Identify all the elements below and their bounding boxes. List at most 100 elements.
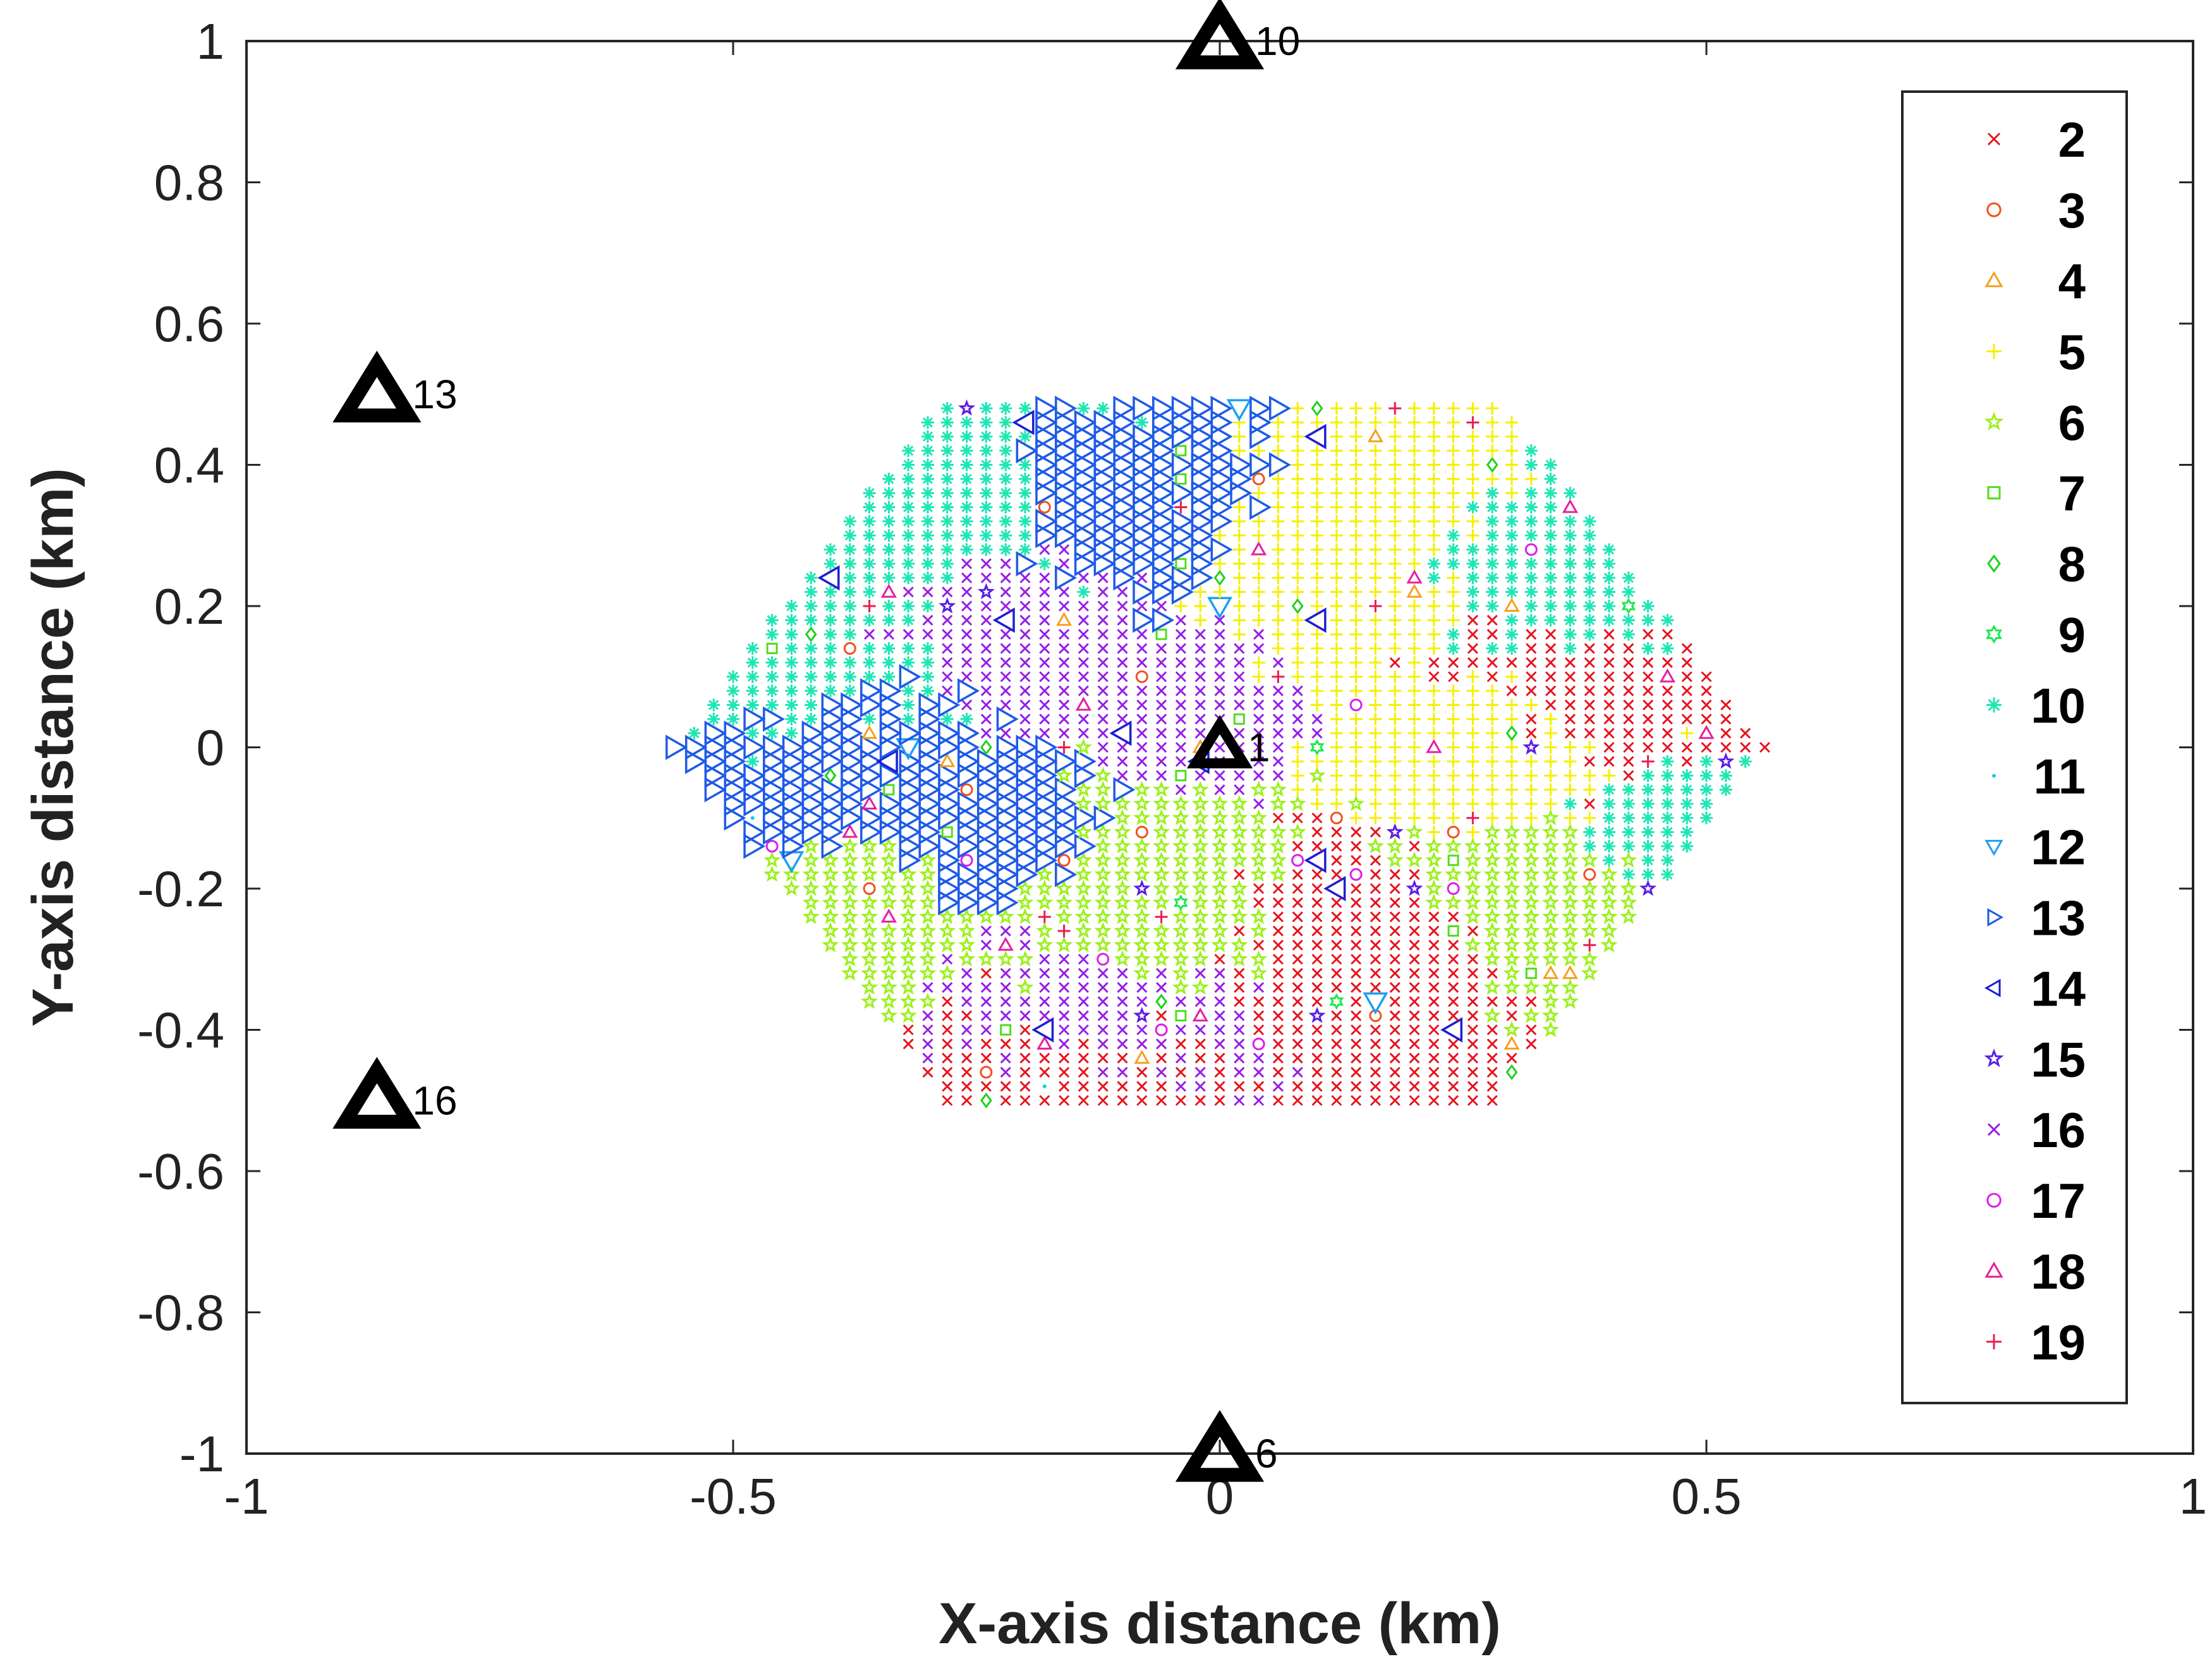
- data-point: [1252, 487, 1265, 500]
- data-point: [1408, 402, 1421, 415]
- data-point: [1603, 614, 1615, 627]
- data-point: [940, 501, 954, 514]
- data-point: [1643, 657, 1654, 668]
- data-point: [1114, 851, 1131, 868]
- data-point: [919, 879, 937, 896]
- data-point: [1389, 797, 1402, 810]
- data-point: [1191, 823, 1209, 840]
- data-point: [1016, 879, 1034, 896]
- data-point: [1389, 514, 1402, 528]
- data-point: [1232, 600, 1246, 612]
- data-point: [961, 671, 973, 683]
- data-point: [1700, 769, 1713, 782]
- data-point: [1252, 571, 1265, 585]
- data-point: [843, 529, 856, 542]
- data-point: [1078, 1095, 1089, 1106]
- data-point: [1136, 981, 1148, 994]
- data-point: [1175, 699, 1186, 711]
- data-point: [1466, 501, 1480, 514]
- data-point: [899, 848, 921, 873]
- data-point: [1252, 614, 1265, 627]
- data-point: [1152, 565, 1175, 591]
- data-point: [1369, 487, 1382, 500]
- data-point: [1117, 968, 1128, 979]
- data-point: [1681, 657, 1692, 668]
- data-point: [1156, 1038, 1167, 1050]
- data-point: [821, 777, 844, 803]
- data-point: [1447, 698, 1460, 712]
- data-point: [1252, 585, 1265, 599]
- axis-ticks: -1 -0.5 0 0.5 110.80.60.40.20-0.2-0.4-0.6-0.…: [137, 13, 2207, 1524]
- data-point: [1311, 684, 1323, 698]
- data-point: [1152, 809, 1170, 825]
- data-point: [1136, 657, 1148, 668]
- data-point: [1524, 501, 1538, 514]
- data-point: [1562, 965, 1578, 980]
- data-point: [1486, 1052, 1498, 1064]
- data-point: [863, 656, 876, 669]
- data-point: [1427, 642, 1440, 655]
- data-point: [1055, 423, 1078, 449]
- data-point: [980, 699, 992, 711]
- data-point: [1680, 783, 1694, 796]
- data-point: [980, 614, 992, 626]
- data-point: [1464, 837, 1482, 854]
- data-point: [1234, 968, 1245, 979]
- data-point: [1389, 996, 1401, 1007]
- data-point: [1156, 981, 1167, 994]
- data-point: [1232, 557, 1246, 570]
- data-point: [1467, 1010, 1478, 1021]
- data-point: [1156, 968, 1167, 979]
- data-point: [785, 727, 798, 740]
- data-point: [1097, 727, 1109, 739]
- data-point: [1700, 755, 1713, 768]
- data-point: [1486, 657, 1498, 668]
- data-point: [1156, 657, 1167, 668]
- data-point: [1330, 783, 1343, 796]
- data-point: [1311, 557, 1323, 570]
- data-point: [1210, 466, 1233, 492]
- data-point: [1191, 550, 1213, 577]
- data-point: [1074, 550, 1097, 577]
- data-point: [1175, 784, 1186, 796]
- data-point: [1389, 741, 1402, 754]
- data-point: [1311, 714, 1323, 725]
- data-point: [1466, 571, 1480, 585]
- data-point: [802, 865, 820, 882]
- data-point: [1466, 670, 1480, 683]
- data-point: [996, 805, 1019, 831]
- data-point: [1409, 1095, 1420, 1106]
- data-point: [1330, 670, 1343, 683]
- data-point: [1486, 727, 1499, 740]
- data-point: [1249, 921, 1268, 939]
- data-point: [1230, 452, 1253, 478]
- data-point: [1234, 1095, 1245, 1106]
- data-point: [1289, 823, 1306, 840]
- data-point: [957, 791, 980, 817]
- data-point: [938, 848, 961, 873]
- data-point: [882, 472, 896, 485]
- data-point: [980, 981, 992, 994]
- data-point: [1408, 684, 1421, 698]
- data-point: [1386, 823, 1404, 840]
- data-point: [1253, 714, 1265, 725]
- data-point: [1231, 879, 1248, 896]
- data-point: [1272, 472, 1285, 485]
- data-point: [1172, 851, 1189, 868]
- data-point: [1114, 894, 1131, 910]
- data-point: [1370, 1038, 1381, 1050]
- data-point: [960, 416, 973, 429]
- data-point: [1331, 911, 1342, 923]
- y-tick-label: -0.6: [137, 1143, 224, 1200]
- data-point: [1194, 643, 1206, 654]
- data-point: [919, 865, 937, 882]
- data-point: [1522, 978, 1540, 995]
- data-point: [1016, 734, 1038, 760]
- data-point: [918, 777, 941, 803]
- data-point: [1310, 739, 1325, 756]
- data-point: [1505, 529, 1518, 542]
- data-point: [1583, 628, 1596, 641]
- data-point: [961, 558, 973, 569]
- data-point: [980, 430, 993, 443]
- data-point: [958, 936, 976, 952]
